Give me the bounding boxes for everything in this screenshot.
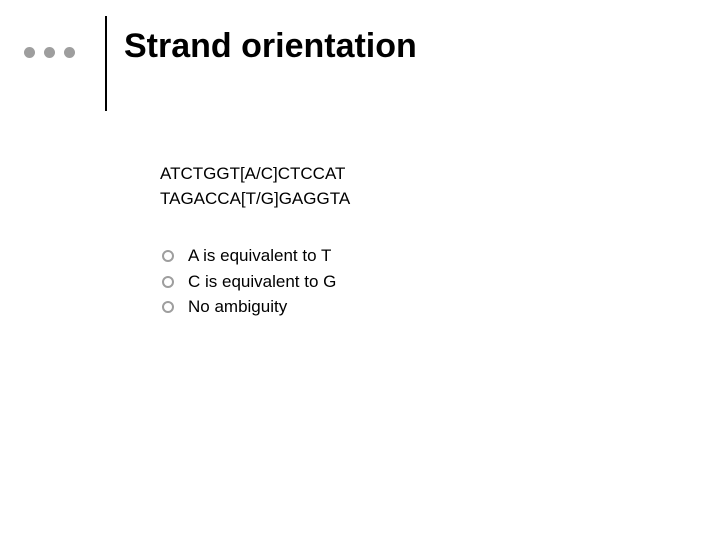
bullet-item: A is equivalent to T [160, 243, 350, 269]
decorator-dot-icon [44, 47, 55, 58]
sequence-line-1: ATCTGGT[A/C]CTCCAT [160, 162, 350, 187]
title-divider [105, 16, 107, 111]
sequence-line-2: TAGACCA[T/G]GAGGTA [160, 187, 350, 212]
sequence-block: ATCTGGT[A/C]CTCCAT TAGACCA[T/G]GAGGTA [160, 162, 350, 211]
header-dots [24, 47, 75, 58]
decorator-dot-icon [24, 47, 35, 58]
slide-content: ATCTGGT[A/C]CTCCAT TAGACCA[T/G]GAGGTA A … [160, 162, 350, 320]
decorator-dot-icon [64, 47, 75, 58]
bullet-item: C is equivalent to G [160, 269, 350, 295]
bullet-list: A is equivalent to T C is equivalent to … [160, 243, 350, 320]
bullet-item: No ambiguity [160, 294, 350, 320]
slide-title: Strand orientation [124, 27, 417, 66]
